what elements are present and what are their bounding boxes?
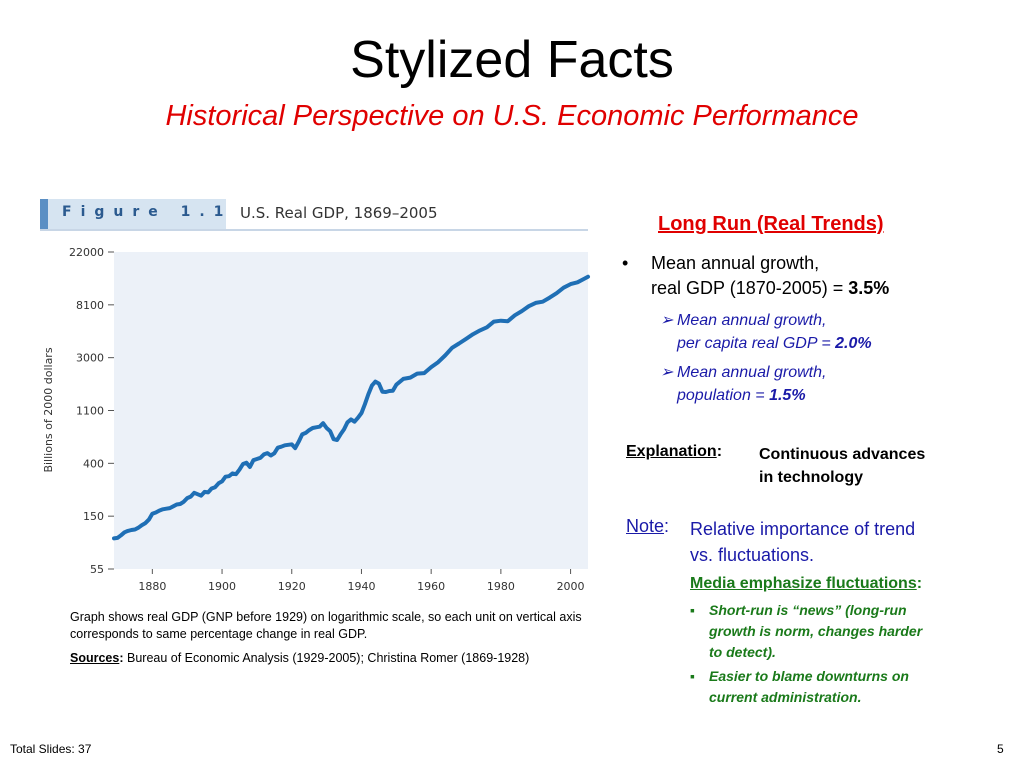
square-bullet-icon: ▪ bbox=[690, 668, 695, 684]
sub2-value: 1.5% bbox=[769, 387, 806, 404]
sub1-text: per capita real GDP = bbox=[677, 335, 836, 352]
figure-sources: Sources: Bureau of Economic Analysis (19… bbox=[70, 651, 530, 665]
x-tick-label: 1920 bbox=[278, 580, 306, 593]
note-text: Relative importance of trend vs. fluctua… bbox=[690, 516, 915, 568]
x-axis: 1880 1900 1920 1940 1960 1980 2000 bbox=[138, 569, 585, 593]
explanation-line1: Continuous advances bbox=[759, 446, 926, 463]
sub2-text: population = bbox=[677, 387, 770, 404]
bullet1-line2: real GDP (1870-2005) = 3.5% bbox=[651, 276, 889, 300]
plot-area bbox=[114, 252, 588, 569]
page-number: 5 bbox=[997, 742, 1004, 756]
x-tick-label: 1980 bbox=[487, 580, 515, 593]
explanation-line2: in technology bbox=[759, 469, 863, 486]
sub1-line2: per capita real GDP = 2.0% bbox=[677, 332, 872, 355]
y-tick-label: 55 bbox=[90, 563, 104, 576]
square-bullet-icon: ▪ bbox=[690, 602, 695, 618]
figure-label: Figure 1.1 bbox=[62, 204, 233, 220]
y-axis-label: Billions of 2000 dollars bbox=[42, 347, 55, 472]
y-axis: 22000 8100 3000 1100 400 150 55 bbox=[69, 246, 114, 576]
media-b1-line2: growth is norm, changes harder bbox=[709, 623, 923, 639]
explanation-label: Explanation: bbox=[626, 443, 723, 460]
y-tick-label: 8100 bbox=[76, 299, 104, 312]
media-heading: Media emphasize fluctuations: bbox=[690, 575, 923, 592]
media-bullet2: Easier to blame downturns on current adm… bbox=[709, 666, 909, 708]
y-tick-label: 1100 bbox=[76, 405, 104, 418]
sources-label: Sources bbox=[70, 651, 120, 665]
figure-label-band bbox=[40, 199, 226, 229]
long-run-heading: Long Run (Real Trends) bbox=[658, 213, 884, 235]
media-bullet1: Short-run is “news” (long-run growth is … bbox=[709, 600, 922, 663]
sources-text: Bureau of Economic Analysis (1929-2005);… bbox=[127, 651, 530, 665]
x-tick-label: 1940 bbox=[347, 580, 375, 593]
y-tick-label: 3000 bbox=[76, 352, 104, 365]
y-tick-label: 400 bbox=[83, 457, 104, 470]
arrow-icon: ➢ bbox=[660, 312, 674, 329]
sub2-line2: population = 1.5% bbox=[677, 384, 806, 407]
media-b2-line2: current administration. bbox=[709, 689, 862, 705]
media-b1-line1: Short-run is “news” (long-run bbox=[709, 602, 907, 618]
figure-title: U.S. Real GDP, 1869–2005 bbox=[240, 204, 438, 222]
media-b2-line1: Easier to blame downturns on bbox=[709, 668, 909, 684]
bullet1-value: 3.5% bbox=[848, 278, 890, 298]
note-label: Note: bbox=[626, 516, 670, 536]
sub2-line1: Mean annual growth, bbox=[677, 364, 827, 381]
x-tick-label: 1900 bbox=[208, 580, 236, 593]
sub1-value: 2.0% bbox=[835, 335, 872, 352]
x-tick-label: 1960 bbox=[417, 580, 445, 593]
note-line2: vs. fluctuations. bbox=[690, 545, 815, 565]
note-line1: Relative importance of trend bbox=[690, 519, 916, 539]
explanation-text: Continuous advances in technology bbox=[759, 443, 925, 489]
bullet1-text: real GDP (1870-2005) = bbox=[651, 278, 849, 298]
gdp-series-line bbox=[112, 274, 590, 541]
slide-title: Stylized Facts bbox=[350, 31, 674, 89]
y-tick-label: 22000 bbox=[69, 246, 104, 259]
gdp-chart: 22000 8100 3000 1100 400 150 55 1880 1900 1920 19… bbox=[42, 246, 590, 593]
x-tick-label: 2000 bbox=[557, 580, 585, 593]
media-b1-line3: to detect). bbox=[709, 644, 776, 660]
bullet-dot: • bbox=[622, 253, 629, 273]
y-tick-label: 150 bbox=[83, 510, 104, 523]
slide-subtitle: Historical Perspective on U.S. Economic … bbox=[165, 100, 859, 132]
figure-caption: Graph shows real GDP (GNP before 1929) o… bbox=[70, 610, 582, 641]
figure-divider bbox=[40, 229, 588, 231]
sub1-line1: Mean annual growth, bbox=[677, 312, 827, 329]
arrow-icon: ➢ bbox=[660, 364, 674, 381]
total-slides: Total Slides: 37 bbox=[10, 742, 92, 756]
bullet1-line1: Mean annual growth, bbox=[651, 253, 820, 273]
x-tick-label: 1880 bbox=[138, 580, 166, 593]
